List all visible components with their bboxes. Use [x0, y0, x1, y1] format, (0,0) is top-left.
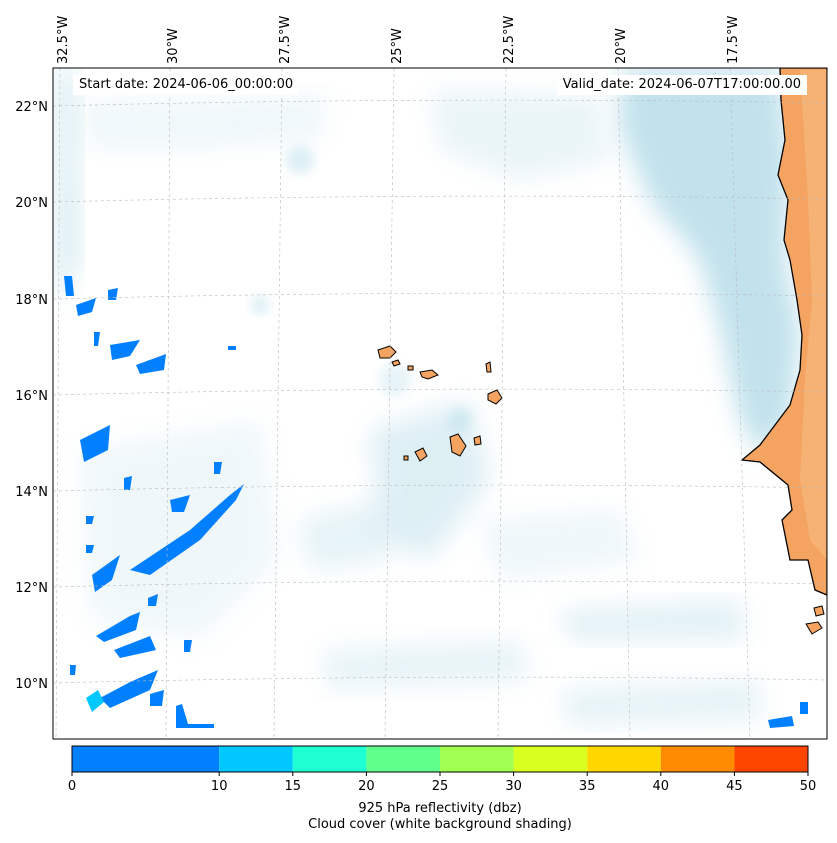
lon-label: 27.5°W [278, 16, 293, 64]
lat-label: 18°N [15, 293, 48, 308]
colorbar-tick-label: 30 [505, 779, 522, 794]
colorbar: 0 10 15 20 25 30 35 40 45 50 [68, 745, 816, 794]
colorbar-tick-label: 0 [68, 779, 76, 794]
colorbar-bin [734, 746, 808, 772]
colorbar-label-line2: Cloud cover (white background shading) [308, 817, 572, 832]
map-frame [52, 67, 828, 740]
latitude-labels: 22°N 20°N 18°N 16°N 14°N 12°N 10°N [15, 100, 48, 692]
colorbar-bin [440, 746, 514, 772]
colorbar-tick-label: 40 [653, 779, 670, 794]
colorbar-tick-label: 15 [285, 779, 302, 794]
lat-label: 16°N [15, 389, 48, 404]
lat-label: 12°N [15, 581, 48, 596]
lat-label: 14°N [15, 485, 48, 500]
start-date: Start date: 2024-06-06_00:00:00 [73, 75, 300, 95]
colorbar-tick-label: 20 [358, 779, 375, 794]
valid-date: Valid_date: 2024-06-07T17:00:00.00 [556, 75, 807, 95]
reflectivity-patches-10-15 [86, 690, 104, 712]
colorbar-bin [219, 746, 293, 772]
lon-label: 17.5°W [726, 16, 741, 64]
colorbar-label: 925 hPa reflectivity (dbz) Cloud cover (… [72, 801, 808, 833]
lon-label: 30°W [166, 28, 181, 64]
colorbar-bin [587, 746, 661, 772]
lat-label: 22°N [15, 100, 48, 115]
lon-label: 25°W [390, 28, 405, 64]
cape-verde-islands [377, 345, 503, 462]
colorbar-label-line1: 925 hPa reflectivity (dbz) [358, 801, 522, 816]
colorbar-tick-label: 10 [211, 779, 228, 794]
africa-interior-shading [800, 70, 827, 560]
gridlines [52, 67, 828, 740]
colorbar-tick-label: 35 [579, 779, 596, 794]
colorbar-tick-label: 45 [726, 779, 743, 794]
lon-label: 32.5°W [56, 16, 71, 64]
colorbar-tick-label: 25 [432, 779, 449, 794]
colorbar-bin [513, 746, 588, 772]
colorbar-tick-label: 50 [800, 779, 817, 794]
colorbar-ticks: 0 10 15 20 25 30 35 40 45 50 [68, 772, 816, 794]
lon-label: 22.5°W [502, 16, 517, 64]
lat-label: 10°N [15, 677, 48, 692]
longitude-labels: 32.5°W 30°W 27.5°W 25°W 22.5°W 20°W 17.5… [56, 16, 741, 64]
lon-label: 20°W [614, 28, 629, 64]
colorbar-bin [660, 746, 735, 772]
colorbar-bin [292, 746, 367, 772]
bijagos-islands [805, 605, 825, 635]
lat-label: 20°N [15, 196, 48, 211]
colorbar-bin [72, 746, 220, 772]
reflectivity-patches [64, 276, 808, 728]
colorbar-bins [72, 746, 808, 772]
colorbar-bin [366, 746, 440, 772]
